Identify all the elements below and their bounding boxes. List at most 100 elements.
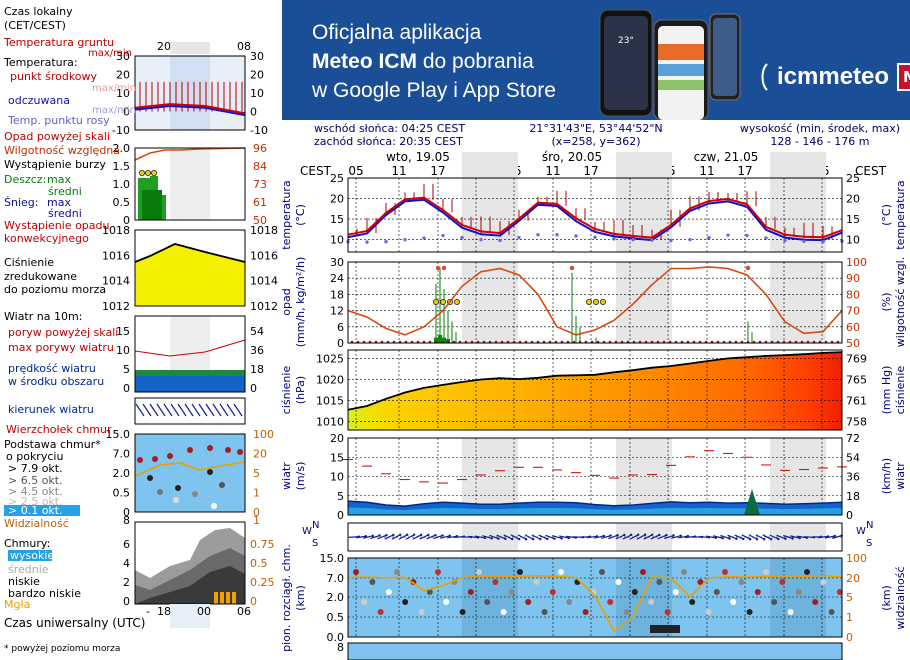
temp-tick-right: 10 [846, 234, 860, 247]
dew-point-dot [555, 233, 559, 237]
humidity-axis-label-right: wilgotność wzgl. [894, 257, 907, 347]
wind-direction-head [714, 536, 718, 540]
legend-cloud-dot [219, 482, 225, 488]
precip-base-dot [788, 340, 792, 344]
cloud-tick-left: 0.5 [327, 611, 345, 624]
wind-direction-arrow [698, 535, 710, 539]
precip-base-dot [626, 340, 630, 344]
legend-temp-tick-left: 20 [116, 69, 130, 82]
precip-base-dot [818, 340, 822, 344]
wind-direction-head [826, 535, 830, 538]
legend-snow-mid: średni [48, 207, 82, 220]
humidity-axis-unit-right: (%) [880, 292, 893, 311]
legend-snow-max: max [47, 196, 71, 209]
legend-cl-vlow: bardzo niskie [8, 587, 81, 600]
dew-point-dot [707, 235, 711, 240]
pressure-area [348, 352, 842, 430]
night-band [770, 523, 826, 551]
cloud-base-dot [812, 599, 819, 605]
legend-visibility-line [134, 461, 246, 477]
dew-point-dot [593, 235, 597, 239]
wind-direction-head [357, 535, 361, 538]
precip-base-dot [686, 340, 690, 344]
wind-direction-head [448, 534, 451, 537]
legend-cloud-dot [192, 491, 198, 497]
legend-clouds-tick-right: 0 [250, 595, 257, 608]
precip-base-dot [578, 340, 582, 344]
precip-above-scale-marker [441, 265, 447, 271]
wind-direction-arrow [348, 536, 360, 538]
wind-direction-arrow [678, 535, 688, 539]
legend-cloud-tick: 2.0 [113, 467, 131, 480]
pressure-axis-unit-right: (mm Hg) [880, 366, 893, 415]
legend-wind-tick-right: 54 [250, 325, 264, 338]
wind-direction-arrow [517, 534, 527, 540]
precip-base-dot [572, 340, 576, 344]
app-promo-banner[interactable]: 23° Oficjalna aplikacja Meteo ICM do pob… [282, 0, 910, 120]
precip-base-dot [506, 340, 510, 344]
legend-rain-mid: średni [48, 185, 82, 198]
legend-storm-marker [150, 169, 157, 176]
visibility-tick-right: 20 [846, 572, 860, 585]
legend-okt-4: > 2.5 okt. [8, 495, 63, 508]
precip-base-dot [722, 340, 726, 344]
legend-cloud-dot [175, 485, 181, 491]
precip-base-dot [512, 340, 516, 344]
pressure-tick-right: 758 [846, 416, 867, 429]
compass-n-right: N [866, 520, 873, 531]
legend-wind-arrow [191, 403, 201, 417]
cloud-base-dot [599, 569, 605, 575]
wind-direction-head [833, 534, 837, 538]
wind-direction-arrow [482, 535, 492, 539]
humidity-tick-right: 80 [846, 288, 860, 301]
visibility-tick-right: 5 [846, 591, 853, 604]
cloud-base-dot [443, 599, 450, 605]
wind-direction-head [784, 537, 787, 540]
hour-label: 23 [622, 164, 637, 178]
legend-temp-title: Temperatura: [3, 56, 78, 69]
legend-wind-dir-frame [134, 397, 246, 425]
precip-base-dot [692, 340, 696, 344]
night-band [462, 438, 518, 515]
legend-cloud-dot [207, 445, 213, 451]
fog-block [650, 625, 680, 633]
cloud-base-dot [689, 599, 696, 605]
wind-axis-label-right: wiatr [894, 462, 907, 490]
wind-direction-head [385, 533, 388, 537]
wind-direction-arrow [524, 534, 534, 540]
precip-base-dot [758, 340, 762, 344]
wind-direction-head [777, 537, 780, 541]
sun-times: wschód słońca: 04:25 CEST zachód słońca:… [314, 122, 465, 148]
legend-pres-tick-right: 1018 [250, 224, 278, 237]
legend-cl-low: niskie [8, 575, 40, 588]
wind-direction-arrow [769, 534, 779, 540]
precip-above-scale-marker [745, 265, 751, 271]
cloud-base-dot [541, 609, 548, 615]
dew-point-dot [346, 240, 350, 244]
legend-humidity: Wilgotność względna [4, 144, 120, 157]
precip-base-dot [812, 340, 816, 344]
cloud-base-dot [771, 599, 778, 605]
legend-wind-arrow [212, 403, 222, 417]
wind-tick-right: 54 [846, 451, 860, 464]
legend-storm-marker [144, 169, 151, 176]
wind-direction-head [511, 537, 514, 541]
night-band [770, 262, 826, 343]
legend-cloud-bg [135, 434, 245, 512]
visibility-tick-right: 1 [846, 611, 853, 624]
hour-label: 05 [660, 164, 675, 178]
precip-base-dot [650, 340, 654, 344]
legend-wind-tick-left: 10 [116, 344, 130, 357]
precip-base-dot [482, 340, 486, 344]
storm-marker [446, 298, 453, 305]
precip-base-dot [770, 340, 774, 344]
wind-direction-arrow [552, 534, 562, 540]
legend-cloud-dot [237, 449, 243, 455]
wind-direction-head [805, 536, 809, 539]
wind-direction-arrow [684, 535, 696, 539]
legend-fog-bar [232, 592, 236, 604]
legend-precip-tick: 1.0 [113, 178, 131, 191]
precip-base-dot [746, 340, 750, 344]
night-band [616, 152, 672, 178]
wind-direction-head [553, 537, 556, 540]
